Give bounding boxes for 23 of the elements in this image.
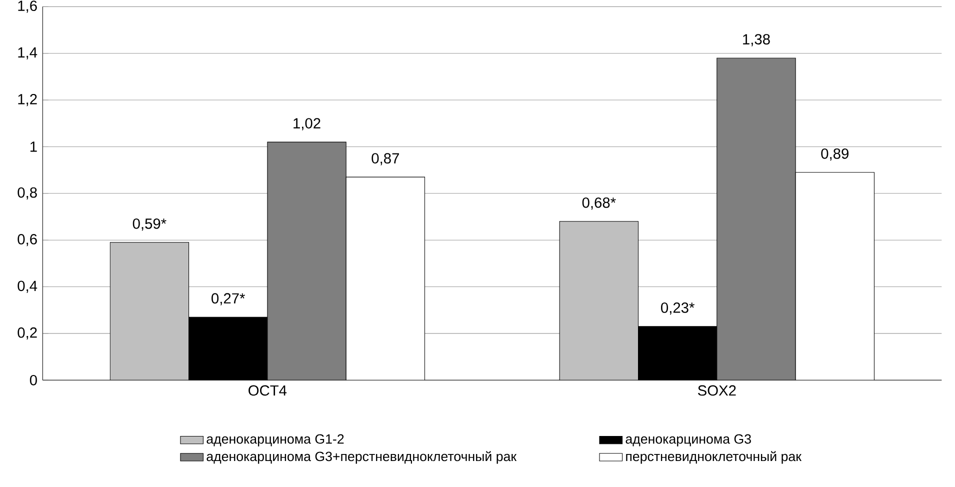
data-label: 0,27* — [212, 293, 245, 306]
y-tick-label: 1,4 — [18, 47, 38, 60]
data-label: 0,87 — [372, 153, 399, 166]
y-tick-label: 0,8 — [18, 187, 37, 200]
y-tick-label: 1 — [30, 142, 37, 152]
legend-label: перстневидноклеточный рак — [626, 451, 802, 464]
y-tick-label: 0 — [30, 375, 37, 386]
legend-label: аденокарцинома G3 — [626, 434, 751, 446]
x-tick-label: SOX2 — [698, 385, 736, 396]
y-tick-label: 1,2 — [18, 94, 37, 106]
data-label: 1,38 — [743, 34, 770, 46]
y-tick-label: 0,4 — [18, 280, 38, 293]
data-label: 1,02 — [294, 118, 320, 130]
data-label: 0,59* — [132, 218, 166, 231]
x-tick-label: OCT4 — [248, 385, 287, 396]
legend-label: аденокарцинома G3+перстневидноклеточный рак — [206, 451, 517, 464]
data-label: 0,23* — [661, 302, 694, 315]
y-tick-label: 0,6 — [18, 234, 37, 246]
y-tick-label: 1,6 — [18, 0, 37, 13]
legend-label: аденокарцинома G1-2 — [206, 434, 344, 446]
data-label: 0,68* — [582, 198, 616, 210]
y-tick-label: 0,2 — [18, 327, 37, 340]
data-label: 0,89 — [821, 148, 848, 161]
